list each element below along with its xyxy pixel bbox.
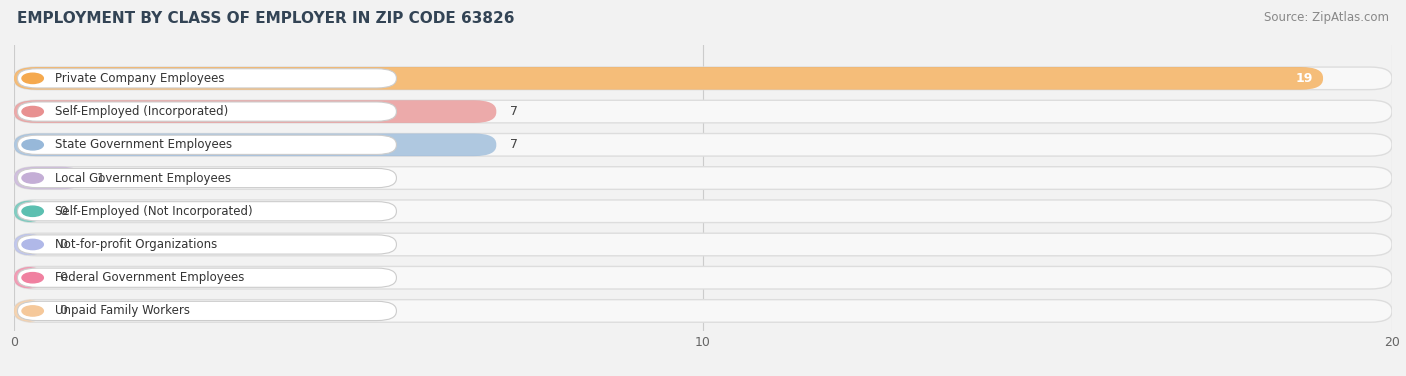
Text: 0: 0 (59, 305, 67, 317)
FancyBboxPatch shape (17, 235, 396, 254)
Circle shape (22, 139, 44, 150)
Text: 7: 7 (510, 138, 517, 151)
Circle shape (22, 173, 44, 183)
Text: 7: 7 (510, 105, 517, 118)
Text: Not-for-profit Organizations: Not-for-profit Organizations (55, 238, 218, 251)
FancyBboxPatch shape (17, 301, 396, 321)
Circle shape (22, 240, 44, 250)
FancyBboxPatch shape (17, 268, 396, 287)
FancyBboxPatch shape (17, 69, 396, 88)
FancyBboxPatch shape (14, 200, 1392, 223)
Text: 0: 0 (59, 205, 67, 218)
Circle shape (22, 206, 44, 217)
Text: Self-Employed (Not Incorporated): Self-Employed (Not Incorporated) (55, 205, 253, 218)
Circle shape (22, 306, 44, 316)
Circle shape (22, 273, 44, 283)
FancyBboxPatch shape (14, 67, 1323, 89)
Text: 0: 0 (59, 238, 67, 251)
FancyBboxPatch shape (14, 267, 1392, 289)
FancyBboxPatch shape (14, 233, 1392, 256)
FancyBboxPatch shape (14, 67, 1392, 89)
Text: Federal Government Employees: Federal Government Employees (55, 271, 245, 284)
Text: 19: 19 (1295, 72, 1313, 85)
Text: Private Company Employees: Private Company Employees (55, 72, 225, 85)
FancyBboxPatch shape (14, 167, 83, 190)
FancyBboxPatch shape (14, 100, 496, 123)
FancyBboxPatch shape (17, 135, 396, 155)
FancyBboxPatch shape (17, 202, 396, 221)
FancyBboxPatch shape (14, 233, 45, 256)
Text: EMPLOYMENT BY CLASS OF EMPLOYER IN ZIP CODE 63826: EMPLOYMENT BY CLASS OF EMPLOYER IN ZIP C… (17, 11, 515, 26)
Text: Self-Employed (Incorporated): Self-Employed (Incorporated) (55, 105, 229, 118)
Text: Unpaid Family Workers: Unpaid Family Workers (55, 305, 190, 317)
Text: Local Government Employees: Local Government Employees (55, 171, 232, 185)
Circle shape (22, 106, 44, 117)
FancyBboxPatch shape (14, 100, 1392, 123)
FancyBboxPatch shape (14, 133, 496, 156)
FancyBboxPatch shape (14, 200, 45, 223)
Text: 0: 0 (59, 271, 67, 284)
Text: State Government Employees: State Government Employees (55, 138, 232, 151)
FancyBboxPatch shape (17, 168, 396, 188)
FancyBboxPatch shape (14, 300, 1392, 322)
Text: 1: 1 (97, 171, 104, 185)
FancyBboxPatch shape (14, 300, 45, 322)
FancyBboxPatch shape (17, 102, 396, 121)
Text: Source: ZipAtlas.com: Source: ZipAtlas.com (1264, 11, 1389, 24)
FancyBboxPatch shape (14, 133, 1392, 156)
Circle shape (22, 73, 44, 83)
FancyBboxPatch shape (14, 167, 1392, 190)
FancyBboxPatch shape (14, 267, 45, 289)
